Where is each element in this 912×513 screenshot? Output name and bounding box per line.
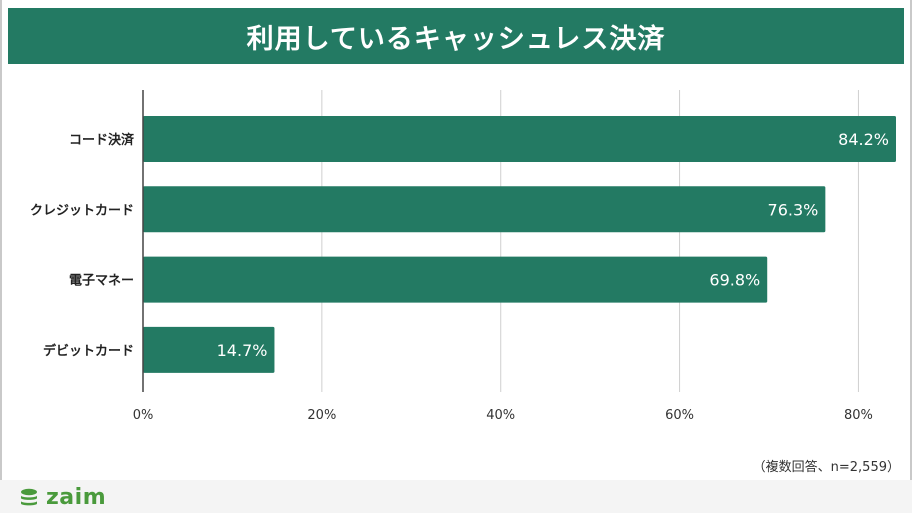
bar-value-label: 84.2% [838, 130, 889, 149]
category-label: コード決済 [69, 132, 135, 148]
category-label: デビットカード [43, 343, 134, 359]
brand-name: zaim [46, 485, 107, 510]
bar [143, 326, 275, 373]
coin-stack-icon [21, 488, 37, 505]
x-tick-label: 40% [486, 408, 515, 423]
title-banner: 利用しているキャッシュレス決済 [8, 8, 904, 64]
bars: 84.2% 76.3% 69.8% 14.7% [143, 116, 896, 373]
x-tick-label: 80% [844, 408, 873, 423]
bar-value-label: 69.8% [709, 271, 760, 290]
bar [143, 256, 768, 303]
bar [143, 116, 896, 162]
x-tick-labels: 0% 20% 40% 60% 80% [133, 408, 873, 423]
brand-logo: zaim [18, 485, 106, 510]
x-tick-label: 0% [133, 408, 154, 423]
bar-value-label: 76.3% [768, 200, 819, 219]
footer-bar [0, 480, 912, 513]
sample-note: （複数回答、n=2,559） [752, 460, 900, 475]
x-tick-label: 60% [665, 408, 694, 423]
category-label: クレジットカード [30, 203, 134, 218]
x-tick-label: 20% [307, 408, 336, 423]
category-label: 電子マネー [69, 274, 134, 289]
bar [143, 186, 826, 233]
chart-title: 利用しているキャッシュレス決済 [246, 23, 666, 55]
bar-value-label: 14.7% [217, 341, 268, 360]
